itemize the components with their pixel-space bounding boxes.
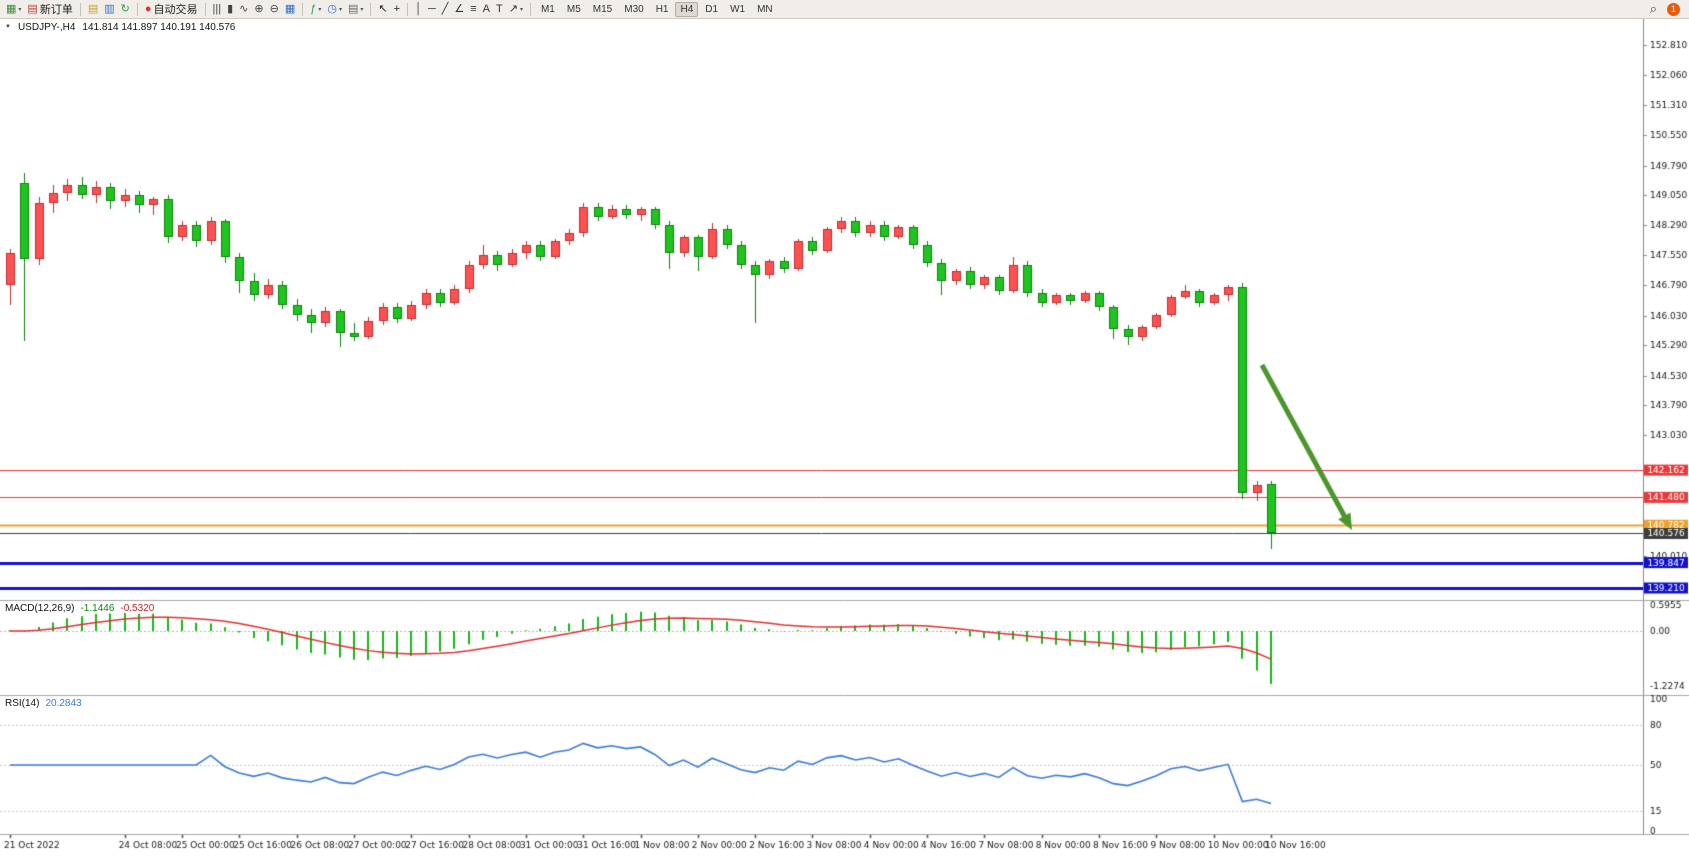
shapes-tool-icon: ↗ [508,2,518,15]
cursor-icon: ↖ [378,2,388,15]
toolbar-separator [529,2,531,16]
shapes-tool-icon[interactable]: ↗ ▾ [506,1,526,18]
refresh-icon[interactable]: ↻ [118,1,133,18]
dropdown-caret-icon: ▾ [18,6,22,13]
channel-tool-icon: ∠ [454,2,465,15]
timeframe-d1-button[interactable]: D1 [705,3,719,15]
vline-tool-icon: │ [415,2,422,15]
toolbar-separator [302,2,304,16]
crosshair-icon: + [393,2,401,15]
chart-candles-icon[interactable]: ▮ [224,1,236,18]
pane-separator-rsi[interactable] [0,694,1689,697]
zoom-out-icon: ⊖ [269,2,279,15]
time-axis[interactable] [0,835,1643,862]
price-axis[interactable] [1644,19,1689,862]
new-order-button-label: 新订单 [39,4,73,16]
history-center-icon[interactable]: ▤ [85,1,101,18]
periods-icon[interactable]: ◷ ▾ [324,1,345,18]
hline-tool-icon: ─ [427,2,436,15]
algo-trading-button[interactable]: ● 自动交易 [142,1,201,18]
zoom-in-icon: ⊕ [254,2,264,15]
rsi-name: RSI(14) [5,698,40,709]
rsi-value: 20.2843 [45,698,82,709]
periods-icon: ◷ [327,2,337,15]
new-order-button[interactable]: ▤ 新订单 [24,1,75,18]
dropdown-caret-icon: ▾ [318,6,322,13]
label-tool-icon[interactable]: T [493,1,506,18]
dropdown-caret-icon: ▾ [360,6,364,13]
zoom-in-icon[interactable]: ⊕ [251,1,266,18]
macd-signal-value: -0.5320 [120,603,155,614]
chart-candles-icon: ▮ [227,2,234,15]
timeframe-m15-button[interactable]: M15 [592,3,613,15]
chart-bars-icon[interactable]: ||| [210,1,225,18]
chart-bars-icon: ||| [212,2,222,15]
history-center-icon: ▤ [87,2,99,15]
dropdown-caret-icon: ▾ [519,6,523,13]
cursor-icon[interactable]: ↖ [375,1,390,18]
chart-line-icon[interactable]: ∿ [236,1,251,18]
toolbar-separator [79,2,81,16]
search-icon[interactable]: ⌕ [1649,1,1657,16]
toolbar-right-group: ⌕ 1 [1647,1,1689,18]
text-tool-icon[interactable]: A [480,1,493,18]
chart-window: ▼ USDJPY-,H4 141.814 141.897 140.191 140… [0,19,1689,862]
price-chart-canvas[interactable] [0,19,1689,862]
label-tool-icon: T [496,2,503,15]
macd-value: -1.1446 [80,603,115,614]
rsi-indicator-label: RSI(14) 20.2843 [5,698,82,709]
macd-indicator-label: MACD(12,26,9) -1.1446 -0.5320 [5,603,154,614]
algo-trading-icon: ● [144,2,152,15]
algo-trading-button-label: 自动交易 [153,4,198,16]
symbol-timeframe-label: USDJPY-,H4 [17,22,76,33]
text-tool-icon: A [482,2,490,15]
collapse-subwindow-icon[interactable]: ▼ [5,24,11,30]
timeframe-m1-button[interactable]: M1 [540,3,555,15]
market-depth-icon: ▥ [104,2,115,15]
timeframe-w1-button[interactable]: W1 [730,3,746,15]
new-order-icon: ▤ [27,2,38,15]
fibonacci-tool-icon[interactable]: ≡ [467,1,479,18]
toolbar-separator [204,2,206,16]
dropdown-caret-icon: ▾ [338,6,342,13]
timeframe-h4-button[interactable]: H4 [675,1,699,17]
timeframe-m5-button[interactable]: M5 [566,3,581,15]
vline-tool-icon[interactable]: │ [412,1,425,18]
zoom-out-icon[interactable]: ⊖ [267,1,282,18]
ohlc-values: 141.814 141.897 140.191 140.576 [82,22,236,33]
trendline-tool-icon[interactable]: ╱ [439,1,452,18]
toolbar-separator [407,2,409,16]
notification-badge[interactable]: 1 [1667,2,1680,16]
chart-title-bar: ▼ USDJPY-,H4 141.814 141.897 140.191 140… [5,22,235,33]
hline-tool-icon[interactable]: ─ [425,1,439,18]
new-chart-icon: ▦ [6,2,17,15]
fibonacci-tool-icon: ≡ [470,2,477,15]
timeframe-h1-button[interactable]: H1 [655,3,669,15]
grid-icon: ▦ [284,2,296,15]
toolbar-separator [370,2,372,16]
templates-icon: ▤ [347,2,359,15]
toolbar-left-group: ▦ ▾ ▤ 新订单 ▤ ▥ ↻ ● 自动交易 ||| ▮ ∿ ⊕ ⊖ ▦ ƒ ▾ ◷ ▾ ▤ ▾ ↖ + │ ─ ╱ ∠ ≡ A T ↗ ▾ M… [0,0,1647,18]
chart-line-icon: ∿ [239,2,249,15]
toolbar-separator [136,2,138,16]
channel-tool-icon[interactable]: ∠ [451,1,467,18]
market-depth-icon[interactable]: ▥ [101,1,117,18]
refresh-icon: ↻ [120,2,130,15]
timeframe-m30-button[interactable]: M30 [624,3,644,15]
macd-name: MACD(12,26,9) [5,603,75,614]
pane-separator-macd[interactable] [0,599,1689,602]
timeframe-mn-button[interactable]: MN [757,3,773,15]
new-chart-icon[interactable]: ▦ ▾ [3,1,24,18]
indicators-icon[interactable]: ƒ ▾ [307,1,324,18]
grid-icon[interactable]: ▦ [282,1,298,18]
indicators-icon: ƒ [310,2,317,15]
toolbar: ▦ ▾ ▤ 新订单 ▤ ▥ ↻ ● 自动交易 ||| ▮ ∿ ⊕ ⊖ ▦ ƒ ▾ ◷ ▾ ▤ ▾ ↖ + │ ─ ╱ ∠ ≡ A T ↗ ▾ M… [0,0,1689,19]
trendline-tool-icon: ╱ [441,2,449,15]
templates-icon[interactable]: ▤ ▾ [345,1,366,18]
crosshair-icon[interactable]: + [391,1,403,18]
